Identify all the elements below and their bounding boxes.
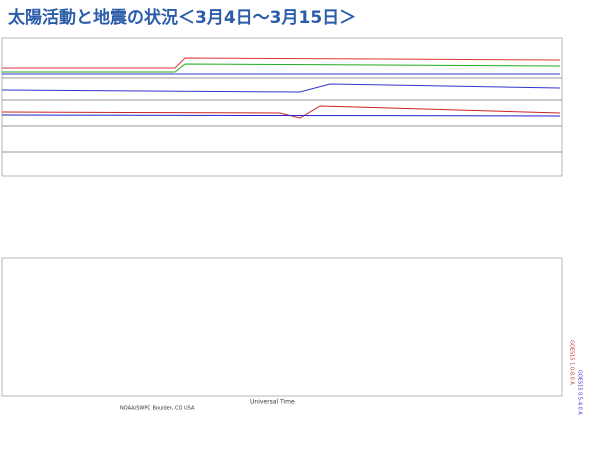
series-label: GOES15 1.0-8.0 A: [569, 340, 575, 385]
goes-panels: [1, 37, 563, 397]
credit: NOAA/SWPC Boulder, CO USA: [120, 406, 195, 412]
series-label: GOES15 0.5-4.0 A: [577, 370, 583, 415]
title: 太陽活動と地震の状況＜3月4日～3月15日＞: [8, 7, 356, 28]
proton-lines: [1, 57, 561, 119]
x-axis-label: Universal Time: [250, 399, 295, 406]
